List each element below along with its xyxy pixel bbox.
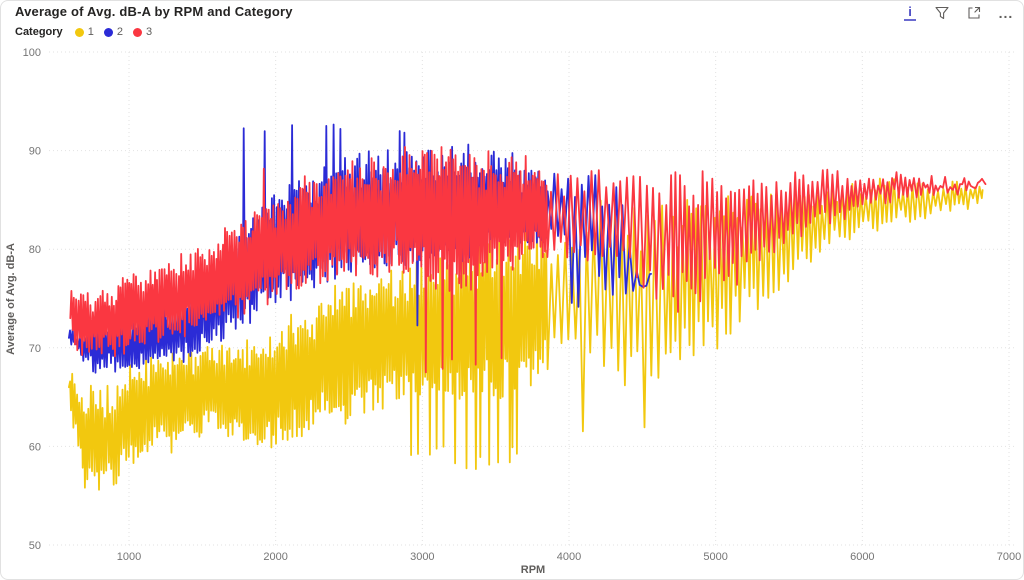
y-tick-label: 70 <box>29 343 41 355</box>
series-line-3[interactable] <box>69 146 987 374</box>
legend: Category 1 2 3 <box>15 26 152 38</box>
x-axis-title: RPM <box>521 564 545 576</box>
more-options-icon[interactable]: ... <box>998 5 1014 21</box>
visual-toolbar: i ... <box>901 4 1015 22</box>
legend-item-label: 1 <box>87 26 94 38</box>
x-tick-label: 6000 <box>850 551 874 563</box>
focus-mode-icon[interactable] <box>965 4 983 22</box>
x-tick-label: 2000 <box>263 551 287 563</box>
legend-title: Category <box>15 26 63 38</box>
legend-dot <box>132 27 142 37</box>
y-tick-label: 60 <box>29 441 41 453</box>
x-tick-label: 7000 <box>997 551 1021 563</box>
legend-item-1[interactable]: 1 <box>74 26 94 38</box>
info-icon[interactable]: i <box>901 4 919 22</box>
y-tick-label: 50 <box>29 540 41 552</box>
x-tick-label: 4000 <box>557 551 581 563</box>
legend-item-label: 3 <box>145 26 153 38</box>
chart-title: Average of Avg. dB-A by RPM and Category <box>15 4 293 19</box>
legend-items: 1 2 3 <box>74 26 153 38</box>
filter-icon[interactable] <box>933 4 951 22</box>
y-tick-label: 90 <box>29 146 41 158</box>
y-axis-title: Average of Avg. dB-A <box>5 243 17 355</box>
legend-item-3[interactable]: 3 <box>132 26 153 38</box>
x-tick-label: 3000 <box>410 551 434 563</box>
x-tick-label: 1000 <box>117 551 141 563</box>
legend-dot <box>103 27 113 37</box>
legend-item-2[interactable]: 2 <box>103 26 123 38</box>
legend-dot <box>74 27 84 37</box>
funnel-glyph <box>935 6 949 20</box>
x-tick-label: 5000 <box>703 551 727 563</box>
y-tick-label: 100 <box>23 47 41 59</box>
series-lines <box>68 123 987 491</box>
focus-mode-glyph <box>968 6 981 19</box>
axis-tick-labels: 50 60 70 80 90 100 1000 2000 3000 4000 5000 6000 700… <box>23 47 1022 563</box>
legend-item-label: 2 <box>116 26 123 38</box>
y-tick-label: 80 <box>29 244 41 256</box>
